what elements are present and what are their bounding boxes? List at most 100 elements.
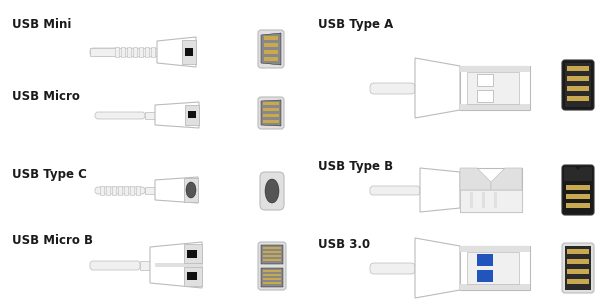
Bar: [494, 253, 497, 283]
Bar: [106, 186, 110, 195]
Bar: [565, 246, 591, 290]
Bar: [567, 76, 589, 81]
Bar: [477, 90, 493, 102]
Bar: [567, 259, 589, 264]
Bar: [467, 252, 519, 284]
Polygon shape: [155, 177, 198, 203]
Bar: [264, 43, 278, 47]
Bar: [494, 73, 497, 103]
Bar: [263, 251, 281, 253]
Bar: [263, 255, 281, 257]
Bar: [567, 249, 589, 254]
Bar: [263, 114, 279, 117]
Bar: [261, 245, 283, 264]
Bar: [188, 111, 196, 118]
Bar: [494, 192, 497, 208]
Bar: [566, 203, 590, 208]
Bar: [264, 36, 278, 40]
Bar: [470, 253, 473, 283]
Ellipse shape: [265, 179, 279, 203]
Bar: [460, 246, 530, 290]
Bar: [121, 47, 125, 57]
Bar: [145, 47, 149, 57]
Text: USB 3.0: USB 3.0: [318, 238, 370, 251]
Bar: [482, 253, 485, 283]
Bar: [460, 284, 530, 290]
FancyBboxPatch shape: [95, 112, 145, 119]
Bar: [185, 48, 193, 56]
Bar: [477, 270, 493, 282]
Bar: [264, 57, 278, 61]
Bar: [151, 47, 155, 57]
Polygon shape: [564, 167, 582, 181]
Bar: [263, 278, 281, 280]
FancyBboxPatch shape: [260, 172, 284, 210]
Bar: [567, 279, 589, 284]
Bar: [477, 74, 493, 86]
Bar: [567, 269, 589, 274]
Bar: [263, 270, 281, 272]
Ellipse shape: [186, 182, 196, 198]
Bar: [187, 272, 197, 280]
Bar: [467, 72, 519, 104]
Bar: [124, 186, 128, 195]
Bar: [263, 108, 279, 111]
Bar: [155, 263, 202, 267]
Bar: [127, 47, 131, 57]
Bar: [145, 187, 175, 194]
FancyBboxPatch shape: [562, 243, 594, 293]
Polygon shape: [150, 242, 202, 288]
Bar: [263, 259, 281, 261]
Bar: [187, 250, 197, 258]
Text: USB Type A: USB Type A: [318, 18, 394, 31]
Bar: [460, 66, 530, 72]
Bar: [130, 186, 134, 195]
Polygon shape: [415, 58, 460, 118]
FancyBboxPatch shape: [258, 30, 284, 68]
Bar: [263, 282, 281, 284]
Text: USB Type C: USB Type C: [12, 168, 87, 181]
Bar: [482, 73, 485, 103]
Bar: [460, 190, 522, 212]
Polygon shape: [415, 238, 460, 298]
FancyBboxPatch shape: [258, 242, 286, 290]
Polygon shape: [261, 100, 281, 126]
Bar: [100, 186, 104, 195]
Polygon shape: [157, 37, 196, 67]
Bar: [566, 185, 590, 190]
Text: USB Type B: USB Type B: [318, 160, 393, 173]
Bar: [263, 120, 279, 123]
Polygon shape: [420, 168, 460, 212]
FancyBboxPatch shape: [562, 165, 594, 215]
Bar: [118, 186, 122, 195]
Bar: [145, 112, 175, 119]
Bar: [460, 168, 522, 212]
Bar: [261, 268, 283, 287]
Bar: [182, 40, 196, 64]
FancyBboxPatch shape: [258, 97, 284, 129]
Bar: [460, 66, 530, 110]
FancyBboxPatch shape: [90, 261, 140, 270]
Bar: [460, 104, 530, 110]
Bar: [567, 96, 589, 101]
Polygon shape: [491, 168, 522, 190]
Bar: [567, 66, 589, 71]
Bar: [185, 105, 199, 125]
Bar: [90, 48, 175, 56]
Bar: [115, 47, 119, 57]
Bar: [140, 261, 175, 270]
FancyBboxPatch shape: [90, 48, 120, 56]
Bar: [263, 274, 281, 276]
Bar: [477, 254, 493, 266]
Bar: [112, 186, 116, 195]
Bar: [482, 192, 485, 208]
Bar: [139, 47, 143, 57]
Bar: [470, 192, 473, 208]
Bar: [136, 186, 140, 195]
FancyBboxPatch shape: [370, 83, 415, 94]
FancyBboxPatch shape: [370, 186, 420, 195]
Bar: [470, 73, 473, 103]
Bar: [460, 246, 530, 252]
Bar: [566, 194, 590, 199]
Bar: [263, 102, 279, 105]
